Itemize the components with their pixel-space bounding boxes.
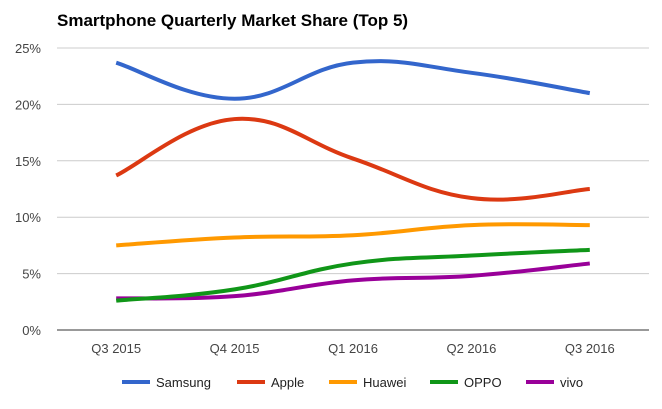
x-tick-label: Q1 2016 <box>328 341 378 356</box>
legend: Samsung Apple Huawei OPPO vivo <box>122 375 583 390</box>
legend-swatch <box>329 380 357 384</box>
legend-swatch <box>430 380 458 384</box>
legend-label: vivo <box>560 375 583 390</box>
chart-title: Smartphone Quarterly Market Share (Top 5… <box>57 11 409 30</box>
y-tick-label: 20% <box>15 97 41 112</box>
x-tick-label: Q4 2015 <box>210 341 260 356</box>
legend-item-vivo[interactable]: vivo <box>526 375 583 390</box>
y-tick-label: 25% <box>15 41 41 56</box>
legend-label: OPPO <box>464 375 502 390</box>
series-line-huawei <box>116 222 590 248</box>
x-axis-ticks: Q3 2015 Q4 2015 Q1 2016 Q2 2016 Q3 2016 <box>91 341 614 356</box>
legend-swatch <box>526 380 554 384</box>
series-line-apple <box>115 116 590 202</box>
legend-swatch <box>237 380 265 384</box>
series-line-oppo <box>116 247 590 303</box>
y-tick-label: 0% <box>22 323 41 338</box>
x-tick-label: Q3 2016 <box>565 341 615 356</box>
x-tick-label: Q3 2015 <box>91 341 141 356</box>
y-tick-label: 5% <box>22 267 41 282</box>
legend-item-huawei[interactable]: Huawei <box>329 375 406 390</box>
series-line-samsung <box>115 59 591 101</box>
legend-label: Huawei <box>363 375 406 390</box>
gridlines <box>57 47 649 331</box>
x-tick-label: Q2 2016 <box>446 341 496 356</box>
legend-item-oppo[interactable]: OPPO <box>430 375 502 390</box>
y-tick-label: 15% <box>15 154 41 169</box>
series-lines <box>115 59 591 303</box>
legend-swatch <box>122 380 150 384</box>
legend-label: Samsung <box>156 375 211 390</box>
y-axis-ticks: 0% 5% 10% 15% 20% 25% <box>15 41 41 338</box>
legend-item-apple[interactable]: Apple <box>237 375 304 390</box>
y-tick-label: 10% <box>15 210 41 225</box>
series-line-vivo <box>116 261 591 301</box>
legend-label: Apple <box>271 375 304 390</box>
legend-item-samsung[interactable]: Samsung <box>122 375 211 390</box>
